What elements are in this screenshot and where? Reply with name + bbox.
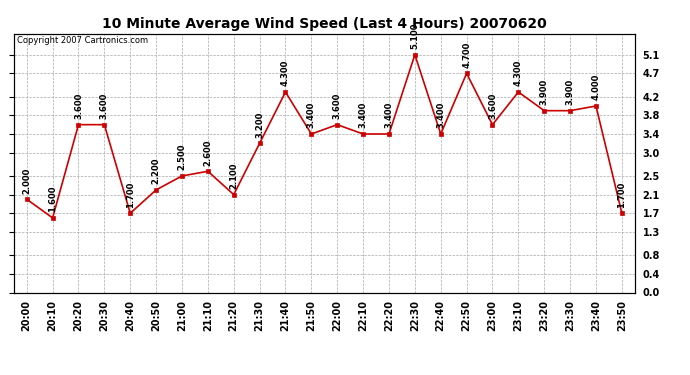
Text: 3.400: 3.400 [359,102,368,128]
Text: 2.600: 2.600 [204,139,213,166]
Text: 3.900: 3.900 [566,79,575,105]
Text: 4.300: 4.300 [514,60,523,87]
Text: 3.600: 3.600 [74,93,83,119]
Text: 3.400: 3.400 [307,102,316,128]
Text: 4.000: 4.000 [591,74,600,100]
Text: 5.100: 5.100 [411,22,420,49]
Text: 1.700: 1.700 [126,182,135,208]
Text: 3.900: 3.900 [540,79,549,105]
Text: 2.000: 2.000 [22,167,31,194]
Text: 2.200: 2.200 [152,158,161,184]
Text: 3.200: 3.200 [255,111,264,138]
Text: 2.500: 2.500 [177,144,186,170]
Text: Copyright 2007 Cartronics.com: Copyright 2007 Cartronics.com [17,36,148,45]
Text: 3.400: 3.400 [384,102,393,128]
Text: 3.400: 3.400 [436,102,445,128]
Text: 3.600: 3.600 [333,93,342,119]
Text: 4.700: 4.700 [462,42,471,68]
Text: 3.600: 3.600 [488,93,497,119]
Text: 4.300: 4.300 [281,60,290,87]
Text: 1.700: 1.700 [618,182,627,208]
Text: 1.600: 1.600 [48,186,57,212]
Text: 3.600: 3.600 [100,93,109,119]
Title: 10 Minute Average Wind Speed (Last 4 Hours) 20070620: 10 Minute Average Wind Speed (Last 4 Hou… [102,17,546,31]
Text: 2.100: 2.100 [229,162,238,189]
